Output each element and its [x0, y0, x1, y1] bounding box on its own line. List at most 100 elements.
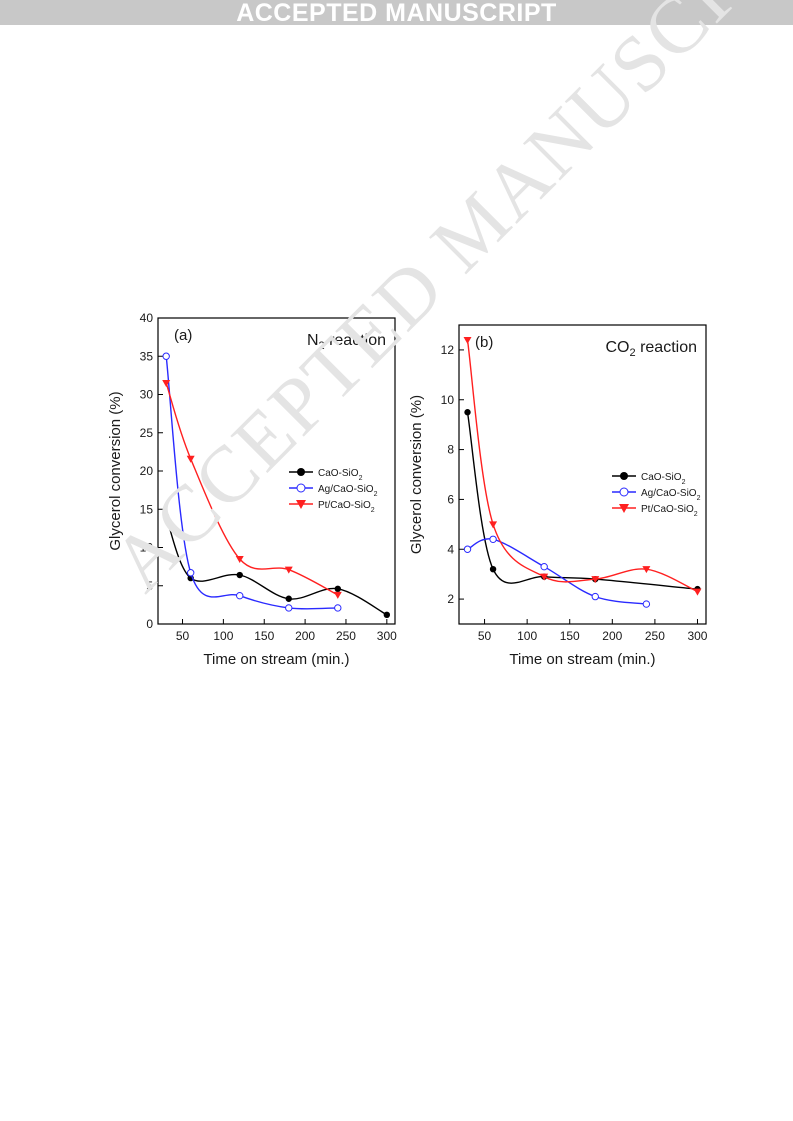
data-point	[285, 595, 292, 602]
reaction-annotation-main: N	[307, 332, 319, 349]
legend-label: Pt/CaO-SiO2	[318, 500, 375, 514]
data-point	[162, 352, 170, 360]
y-tick-label: 10	[441, 393, 455, 407]
series-cao-sio2: CaO-SiO2	[464, 409, 701, 593]
reaction-annotation-subscript: 2	[319, 340, 325, 352]
data-point	[591, 576, 600, 584]
legend-marker	[619, 504, 629, 513]
y-tick-label: 5	[146, 579, 153, 593]
y-tick-label: 4	[447, 542, 454, 556]
legend-marker	[620, 472, 628, 480]
y-axis-label: Glycerol conversion (%)	[107, 391, 124, 550]
data-point	[334, 604, 342, 612]
legend-label-main: Ag/CaO-SiO	[641, 488, 697, 499]
chart-panel-a: 50 100 150 200 250 300 0 5 10 15 20 25 30 35 40 Time on…	[107, 311, 397, 668]
x-tick-label: 150	[560, 629, 580, 643]
x-tick-label: 300	[687, 629, 707, 643]
legend-marker	[296, 500, 306, 509]
data-point	[284, 566, 293, 574]
series-pt-cao-sio2: Pt/CaO-SiO2	[162, 380, 375, 599]
reaction-annotation-rest: reaction	[636, 339, 697, 356]
series-cao-sio2: CaO-SiO2	[162, 468, 391, 619]
x-tick-label: 50	[478, 629, 492, 643]
reaction-annotation: CO2 reaction	[606, 339, 698, 359]
data-point	[333, 591, 342, 599]
data-point	[489, 565, 497, 573]
data-point	[235, 555, 244, 563]
data-point	[236, 571, 243, 579]
legend-label: CaO-SiO2	[318, 468, 363, 482]
series-ag-cao-sio2: Ag/CaO-SiO2	[463, 487, 701, 608]
series-line	[165, 356, 338, 610]
x-tick-label: 250	[336, 629, 356, 643]
x-axis-label: Time on stream (min.)	[509, 651, 655, 668]
y-tick-label: 6	[447, 492, 454, 506]
data-point	[693, 588, 702, 596]
legend-label: CaO-SiO2	[641, 472, 686, 486]
x-tick-label: 200	[295, 629, 315, 643]
panel-label: (a)	[174, 327, 192, 344]
data-point	[489, 535, 497, 543]
y-tick-label: 30	[140, 388, 154, 402]
series-line	[165, 382, 339, 596]
y-tick-label: 12	[441, 343, 455, 357]
data-point	[463, 545, 472, 553]
y-tick-label: 35	[140, 349, 154, 363]
accepted-manuscript-banner: ACCEPTED MANUSCRIPT	[0, 0, 793, 26]
series-line	[466, 412, 698, 590]
legend-label-main: CaO-SiO	[641, 472, 682, 483]
y-tick-label: 0	[146, 617, 153, 631]
data-point	[642, 600, 651, 608]
y-axis-label: Glycerol conversion (%)	[408, 395, 425, 554]
series-ag-cao-sio2: Ag/CaO-SiO2	[162, 352, 378, 612]
x-tick-label: 150	[254, 629, 274, 643]
legend-label-subscript: 2	[359, 475, 363, 482]
data-point	[236, 591, 244, 600]
x-tick-label: 200	[602, 629, 622, 643]
data-point	[334, 585, 341, 593]
legend-label-subscript: 2	[682, 479, 686, 486]
legend-label-subscript: 2	[694, 511, 698, 518]
series-pt-cao-sio2: Pt/CaO-SiO2	[463, 336, 702, 596]
legend-label-main: Ag/CaO-SiO	[318, 484, 374, 495]
data-point	[383, 611, 391, 619]
figure: 50 100 150 200 250 300 0 5 10 15 20 25 30 35 40 Time on…	[95, 295, 718, 687]
x-tick-label: 100	[517, 629, 537, 643]
legend-label-subscript: 2	[371, 507, 375, 514]
data-point	[464, 409, 471, 416]
data-point	[540, 573, 549, 581]
data-point	[489, 521, 498, 529]
series-line	[466, 339, 698, 593]
legend-label-main: Pt/CaO-SiO	[641, 504, 694, 515]
data-point	[186, 569, 195, 577]
series-line	[165, 516, 388, 616]
legend-marker	[297, 468, 305, 476]
data-point	[591, 592, 599, 601]
y-tick-label: 25	[140, 426, 154, 440]
legend-label-subscript: 2	[697, 495, 701, 502]
legend-marker	[619, 487, 629, 497]
data-point	[285, 604, 293, 612]
reaction-annotation: N2 reaction	[307, 332, 386, 352]
plot-frame	[458, 324, 707, 625]
chart-panel-b: 50 100 150 200 250 300 2 4 6 8 10 12 Time on stream …	[408, 324, 708, 668]
y-tick-label: 40	[140, 311, 154, 325]
legend-label: Ag/CaO-SiO2	[318, 484, 378, 498]
x-tick-label: 300	[377, 629, 397, 643]
x-tick-label: 100	[213, 629, 233, 643]
data-point	[642, 566, 651, 574]
data-point	[540, 562, 548, 571]
x-tick-label: 50	[176, 629, 190, 643]
y-tick-label: 15	[140, 502, 154, 516]
data-point	[162, 380, 171, 388]
data-point	[186, 455, 195, 463]
y-tick-label: 8	[447, 443, 454, 457]
x-axis-label: Time on stream (min.)	[203, 651, 349, 668]
data-point	[162, 513, 170, 521]
legend-label: Pt/CaO-SiO2	[641, 504, 698, 518]
legend-label: Ag/CaO-SiO2	[641, 488, 701, 502]
legend-label-subscript: 2	[374, 491, 378, 498]
reaction-annotation-rest: reaction	[325, 332, 386, 349]
reaction-annotation-main: CO	[606, 339, 630, 356]
